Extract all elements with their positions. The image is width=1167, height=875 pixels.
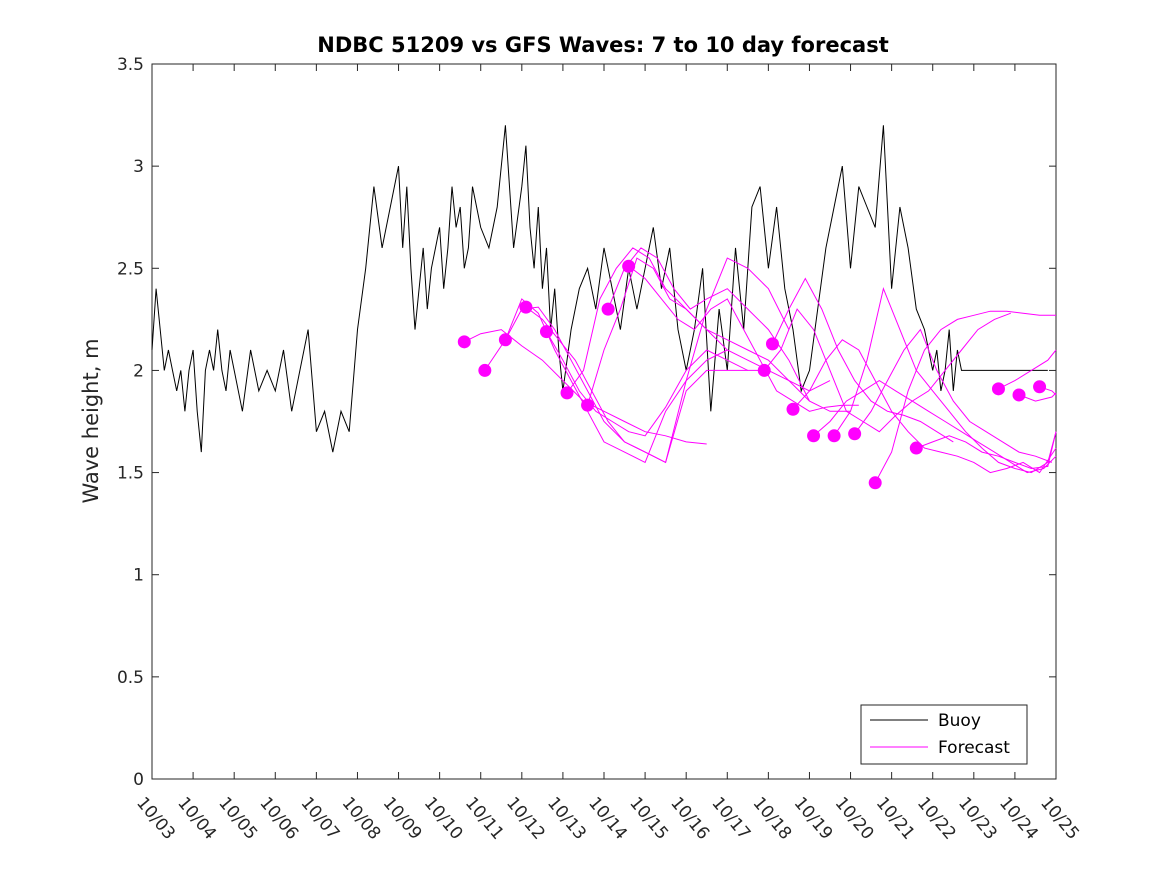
forecast-line-12 xyxy=(792,339,1057,474)
forecast-point xyxy=(498,333,512,347)
legend: Buoy Forecast xyxy=(860,704,1028,765)
forecast-point xyxy=(807,429,821,443)
forecast-line-13 xyxy=(813,380,1057,474)
plot-area xyxy=(151,63,1057,780)
y-tick-label: 2 xyxy=(133,361,144,381)
forecast-series xyxy=(464,247,1057,484)
forecast-point xyxy=(1033,380,1047,394)
forecast-point xyxy=(601,302,615,316)
forecast-line-15 xyxy=(854,328,1053,463)
forecast-point xyxy=(848,427,862,441)
y-tick-label: 3.5 xyxy=(117,55,144,75)
forecast-points xyxy=(457,259,1047,490)
forecast-line-4 xyxy=(525,257,790,464)
y-tick-label: 2.5 xyxy=(117,259,144,279)
forecast-point xyxy=(757,363,771,377)
y-axis: 0 0.5 1 1.5 2 2.5 3 3.5 xyxy=(117,55,1056,790)
forecast-point xyxy=(765,337,779,351)
forecast-point xyxy=(786,402,800,416)
forecast-line-16 xyxy=(874,310,1056,484)
y-tick-label: 1.5 xyxy=(117,464,144,484)
forecast-point xyxy=(519,300,533,314)
buoy-line xyxy=(151,125,1048,453)
buoy-series xyxy=(151,125,1048,453)
y-tick-label: 1 xyxy=(133,566,144,586)
forecast-line-14 xyxy=(833,287,1057,474)
y-tick-label: 0.5 xyxy=(117,668,144,688)
forecast-line-18 xyxy=(998,349,1057,390)
forecast-line-7 xyxy=(587,257,831,406)
forecast-line-9 xyxy=(628,265,859,412)
forecast-point xyxy=(868,476,882,490)
forecast-line-19 xyxy=(1018,392,1057,402)
forecast-point xyxy=(991,382,1005,396)
forecast-line-5 xyxy=(546,331,769,437)
forecast-point xyxy=(581,398,595,412)
forecast-line-3 xyxy=(504,306,748,464)
legend-box xyxy=(860,704,1028,765)
forecast-point xyxy=(478,363,492,377)
legend-forecast-label: Forecast xyxy=(938,738,1010,758)
forecast-line-10 xyxy=(763,308,1011,433)
forecast-point xyxy=(827,429,841,443)
forecast-line-17 xyxy=(916,431,1057,470)
y-tick-label: 3 xyxy=(133,157,144,177)
forecast-point xyxy=(457,335,471,349)
forecast-point xyxy=(560,386,574,400)
forecast-line-6 xyxy=(566,247,810,402)
chart-title: NDBC 51209 vs GFS Waves: 7 to 10 day for… xyxy=(317,33,888,57)
forecast-point xyxy=(622,259,636,273)
forecast-point xyxy=(1012,388,1026,402)
forecast-point xyxy=(539,325,553,339)
y-tick-label: 0 xyxy=(133,770,144,790)
y-axis-label: Wave height, m xyxy=(79,338,103,503)
legend-buoy-label: Buoy xyxy=(938,711,981,731)
forecast-point xyxy=(909,441,923,455)
